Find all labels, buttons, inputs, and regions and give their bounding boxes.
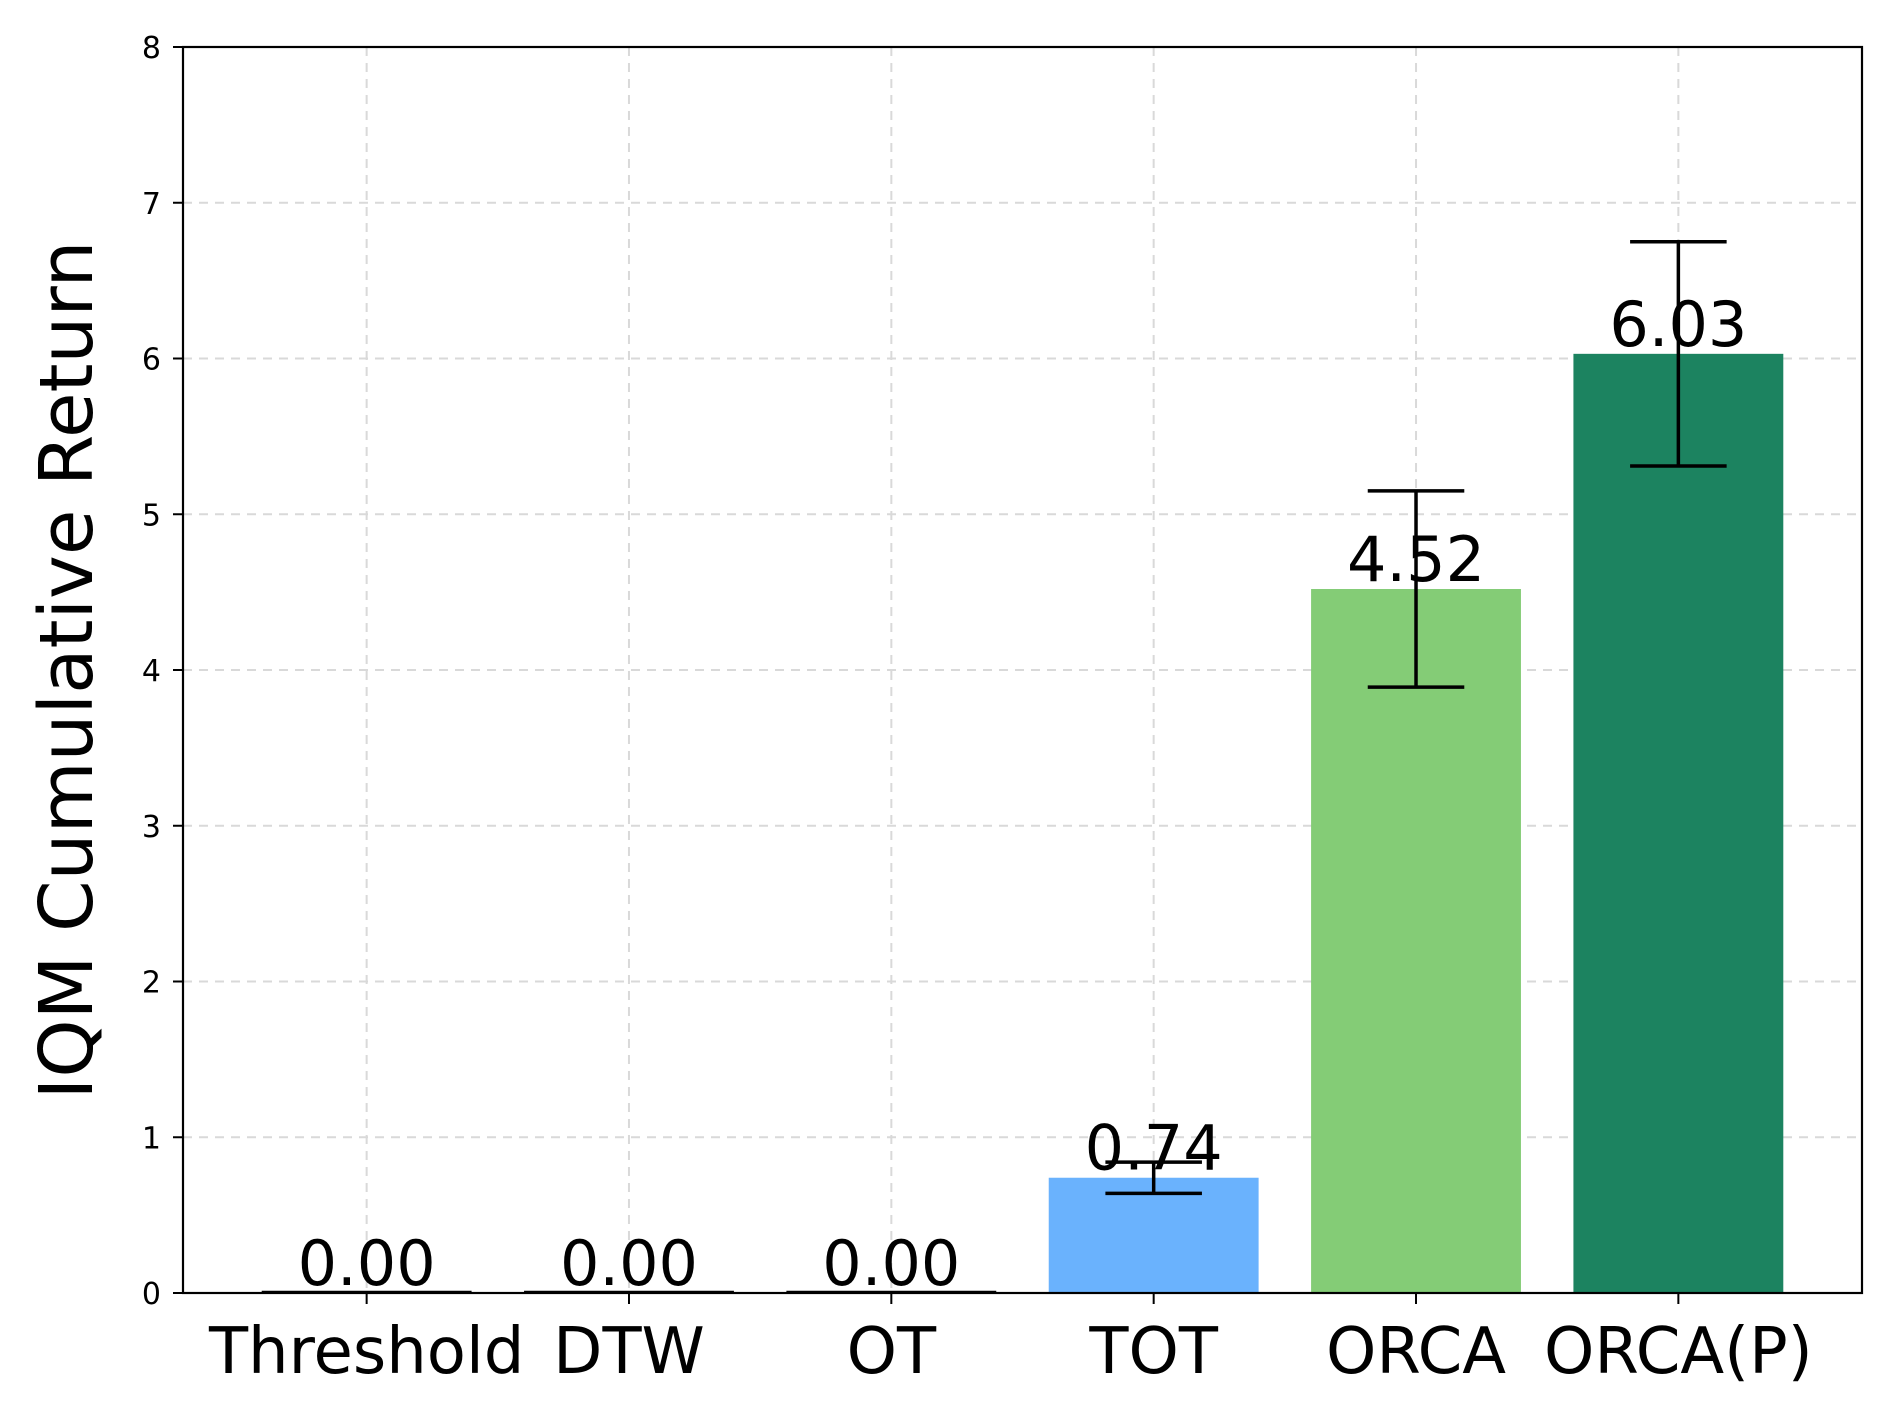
data-label: 4.52 <box>1347 523 1485 596</box>
y-tick-label: 6 <box>142 343 161 378</box>
data-labels: 0.00 0.00 0.00 0.74 4.52 6.03 <box>298 288 1748 1300</box>
y-axis-label: IQM Cumulative Return <box>24 241 110 1100</box>
x-tick-label: ORCA(P) <box>1544 1315 1813 1389</box>
y-tick-label: 5 <box>142 498 161 533</box>
error-bars <box>1105 239 1727 1196</box>
bar <box>1573 353 1784 1293</box>
y-tick-label: 0 <box>142 1277 161 1312</box>
y-tick-label: 3 <box>142 810 161 845</box>
data-label: 0.00 <box>822 1227 960 1300</box>
x-tick-label: ORCA <box>1326 1315 1506 1389</box>
x-tick-label: DTW <box>553 1315 705 1389</box>
axes: 0 1 2 3 4 5 6 7 8 Threshold DTW OT TOT ORCA ORCA(P) <box>142 31 1813 1389</box>
data-label: 0.00 <box>560 1227 698 1300</box>
y-tick-label: 4 <box>142 654 161 689</box>
x-tick-label: Threshold <box>208 1315 524 1389</box>
x-tick-label: OT <box>847 1315 937 1389</box>
bar <box>1311 589 1521 1293</box>
y-tick-label: 2 <box>142 966 161 1001</box>
data-label: 0.00 <box>298 1227 436 1300</box>
y-tick-label: 8 <box>142 31 161 66</box>
bar <box>1048 1177 1259 1293</box>
data-label: 0.74 <box>1085 1112 1223 1185</box>
data-label: 6.03 <box>1609 288 1747 361</box>
y-tick-label: 7 <box>142 187 161 222</box>
y-tick-label: 1 <box>142 1121 161 1156</box>
x-tick-label: TOT <box>1088 1315 1218 1389</box>
